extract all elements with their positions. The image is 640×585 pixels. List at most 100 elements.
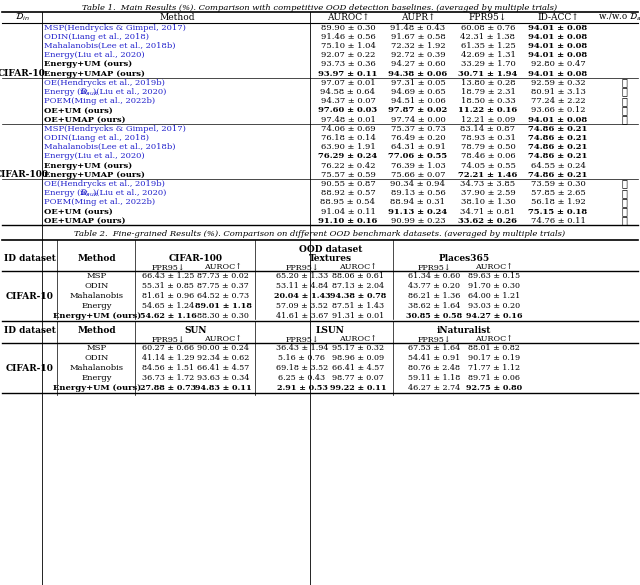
Text: 60.08 ± 0.76: 60.08 ± 0.76	[461, 23, 515, 32]
Text: CIFAR-100: CIFAR-100	[168, 254, 223, 263]
Text: AUROC↑: AUROC↑	[475, 335, 513, 343]
Text: 2.91 ± 0.53: 2.91 ± 0.53	[276, 384, 328, 393]
Text: 20.04 ± 1.43: 20.04 ± 1.43	[274, 292, 330, 301]
Text: 94.69 ± 0.65: 94.69 ± 0.65	[390, 88, 445, 96]
Text: OE(Hendrycks et al., 2019b): OE(Hendrycks et al., 2019b)	[44, 180, 165, 188]
Text: 18.50 ± 0.33: 18.50 ± 0.33	[461, 97, 515, 105]
Text: 91.48 ± 0.43: 91.48 ± 0.43	[390, 23, 445, 32]
Text: 94.38 ± 0.78: 94.38 ± 0.78	[330, 292, 386, 301]
Text: 94.37 ± 0.07: 94.37 ± 0.07	[321, 97, 376, 105]
Text: 66.41 ± 4.57: 66.41 ± 4.57	[197, 364, 249, 373]
Text: 87.13 ± 2.04: 87.13 ± 2.04	[332, 283, 384, 290]
Text: 86.21 ± 1.36: 86.21 ± 1.36	[408, 292, 460, 301]
Text: 95.17 ± 0.32: 95.17 ± 0.32	[332, 345, 384, 352]
Text: 89.63 ± 0.15: 89.63 ± 0.15	[468, 273, 520, 280]
Text: 38.62 ± 1.64: 38.62 ± 1.64	[408, 302, 460, 311]
Text: 94.01 ± 0.08: 94.01 ± 0.08	[529, 42, 588, 50]
Text: 83.14 ± 0.87: 83.14 ± 0.87	[461, 125, 515, 133]
Text: 64.31 ± 0.91: 64.31 ± 0.91	[390, 143, 445, 151]
Text: 88.06 ± 0.61: 88.06 ± 0.61	[332, 273, 384, 280]
Text: 77.06 ± 0.55: 77.06 ± 0.55	[388, 153, 447, 160]
Text: Energy+UM (ours): Energy+UM (ours)	[53, 384, 141, 393]
Text: 64.00 ± 1.21: 64.00 ± 1.21	[468, 292, 520, 301]
Text: FPR95↓: FPR95↓	[469, 12, 507, 22]
Text: 89.90 ± 0.30: 89.90 ± 0.30	[321, 23, 375, 32]
Text: 91.46 ± 0.56: 91.46 ± 0.56	[321, 33, 376, 41]
Text: 84.56 ± 1.51: 84.56 ± 1.51	[142, 364, 194, 373]
Text: AUROC↑: AUROC↑	[204, 263, 242, 271]
Text: 27.88 ± 0.73: 27.88 ± 0.73	[140, 384, 196, 393]
Text: 75.57 ± 0.59: 75.57 ± 0.59	[321, 171, 376, 179]
Text: 94.51 ± 0.06: 94.51 ± 0.06	[390, 97, 445, 105]
Text: 54.62 ± 1.16: 54.62 ± 1.16	[140, 312, 196, 321]
Text: Mahalanobis(Lee et al., 2018b): Mahalanobis(Lee et al., 2018b)	[44, 143, 175, 151]
Text: 34.71 ± 0.81: 34.71 ± 0.81	[461, 208, 515, 216]
Text: 57.85 ± 2.65: 57.85 ± 2.65	[531, 189, 586, 197]
Text: 42.69 ± 1.31: 42.69 ± 1.31	[461, 51, 515, 59]
Text: AUROC↑: AUROC↑	[475, 263, 513, 271]
Text: 18.79 ± 2.31: 18.79 ± 2.31	[461, 88, 515, 96]
Text: Energy+UM (ours): Energy+UM (ours)	[44, 161, 132, 170]
Text: ODIN(Liang et al., 2018): ODIN(Liang et al., 2018)	[44, 134, 149, 142]
Text: 92.80 ± 0.47: 92.80 ± 0.47	[531, 60, 586, 68]
Text: $\mathcal{D}_{aux}$: $\mathcal{D}_{aux}$	[79, 86, 99, 98]
Text: 41.61 ± 3.67: 41.61 ± 3.67	[276, 312, 328, 321]
Text: 6.25 ± 0.43: 6.25 ± 0.43	[278, 374, 326, 383]
Text: OE+UMAP (ours): OE+UMAP (ours)	[44, 116, 125, 123]
Text: 90.17 ± 0.19: 90.17 ± 0.19	[468, 355, 520, 362]
Text: 89.13 ± 0.56: 89.13 ± 0.56	[390, 189, 445, 197]
Text: 97.48 ± 0.01: 97.48 ± 0.01	[321, 116, 376, 123]
Text: CIFAR-10: CIFAR-10	[6, 292, 54, 301]
Text: 97.74 ± 0.00: 97.74 ± 0.00	[390, 116, 445, 123]
Text: 72.21 ± 1.46: 72.21 ± 1.46	[458, 171, 518, 179]
Text: ID dataset: ID dataset	[4, 254, 56, 263]
Text: ID-ACC↑: ID-ACC↑	[537, 12, 579, 22]
Text: AUROC↑: AUROC↑	[339, 263, 377, 271]
Text: ✓: ✓	[621, 78, 627, 87]
Text: FPR95↓: FPR95↓	[151, 335, 185, 343]
Text: Textures: Textures	[308, 254, 351, 263]
Text: 73.59 ± 0.30: 73.59 ± 0.30	[531, 180, 586, 188]
Text: 97.87 ± 0.02: 97.87 ± 0.02	[388, 106, 447, 115]
Text: SUN: SUN	[184, 326, 207, 335]
Text: 89.71 ± 0.06: 89.71 ± 0.06	[468, 374, 520, 383]
Text: 94.38 ± 0.06: 94.38 ± 0.06	[388, 70, 447, 78]
Text: 94.27 ± 0.60: 94.27 ± 0.60	[390, 60, 445, 68]
Text: ✓: ✓	[621, 106, 627, 115]
Text: MSP: MSP	[87, 345, 107, 352]
Text: 94.83 ± 0.11: 94.83 ± 0.11	[195, 384, 252, 393]
Text: $\mathcal{D}_{aux}$: $\mathcal{D}_{aux}$	[79, 187, 99, 199]
Text: 90.00 ± 0.24: 90.00 ± 0.24	[197, 345, 249, 352]
Text: 92.72 ± 0.39: 92.72 ± 0.39	[390, 51, 445, 59]
Text: POEM(Ming et al., 2022b): POEM(Ming et al., 2022b)	[44, 198, 155, 207]
Text: 93.73 ± 0.36: 93.73 ± 0.36	[321, 60, 376, 68]
Text: Energy+UMAP (ours): Energy+UMAP (ours)	[44, 70, 145, 78]
Text: AUROC↑: AUROC↑	[204, 335, 242, 343]
Text: 89.01 ± 1.18: 89.01 ± 1.18	[195, 302, 252, 311]
Text: 75.66 ± 0.07: 75.66 ± 0.07	[391, 171, 445, 179]
Text: 64.55 ± 0.24: 64.55 ± 0.24	[531, 161, 586, 170]
Text: Mahalanobis: Mahalanobis	[70, 292, 124, 301]
Text: OE(Hendrycks et al., 2019b): OE(Hendrycks et al., 2019b)	[44, 79, 165, 87]
Text: 64.52 ± 0.73: 64.52 ± 0.73	[197, 292, 249, 301]
Text: 80.76 ± 2.48: 80.76 ± 2.48	[408, 364, 460, 373]
Text: 63.90 ± 1.91: 63.90 ± 1.91	[321, 143, 376, 151]
Text: 38.10 ± 1.30: 38.10 ± 1.30	[461, 198, 515, 207]
Text: 30.71 ± 1.94: 30.71 ± 1.94	[458, 70, 518, 78]
Text: 90.34 ± 0.94: 90.34 ± 0.94	[390, 180, 445, 188]
Text: 71.77 ± 1.12: 71.77 ± 1.12	[468, 364, 520, 373]
Text: Energy(Liu et al., 2020): Energy(Liu et al., 2020)	[44, 51, 145, 59]
Text: 91.31 ± 0.01: 91.31 ± 0.01	[332, 312, 384, 321]
Text: 87.75 ± 0.37: 87.75 ± 0.37	[197, 283, 249, 290]
Text: 98.77 ± 0.07: 98.77 ± 0.07	[332, 374, 384, 383]
Text: 92.59 ± 0.32: 92.59 ± 0.32	[531, 79, 586, 87]
Text: 88.92 ± 0.57: 88.92 ± 0.57	[321, 189, 376, 197]
Text: 88.95 ± 0.54: 88.95 ± 0.54	[321, 198, 376, 207]
Text: 54.65 ± 1.24: 54.65 ± 1.24	[142, 302, 194, 311]
Text: 74.05 ± 0.55: 74.05 ± 0.55	[461, 161, 515, 170]
Text: CIFAR-10: CIFAR-10	[0, 69, 46, 78]
Text: 75.37 ± 0.73: 75.37 ± 0.73	[390, 125, 445, 133]
Text: OE+UMAP (ours): OE+UMAP (ours)	[44, 217, 125, 225]
Text: 92.07 ± 0.22: 92.07 ± 0.22	[321, 51, 375, 59]
Text: 87.73 ± 0.02: 87.73 ± 0.02	[197, 273, 249, 280]
